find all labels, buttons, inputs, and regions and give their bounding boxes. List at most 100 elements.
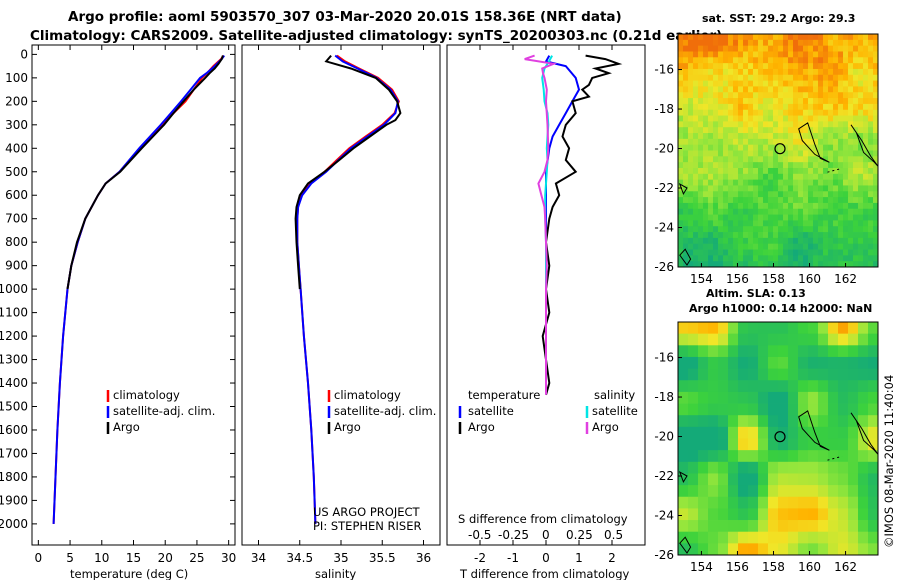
map-cell bbox=[783, 109, 789, 116]
map-cell bbox=[693, 103, 699, 111]
map-cell bbox=[818, 127, 824, 134]
map-cell bbox=[718, 508, 729, 521]
map-cell bbox=[773, 133, 779, 140]
map-cell bbox=[703, 63, 709, 70]
map-cell bbox=[828, 322, 839, 335]
map-cell bbox=[693, 173, 699, 181]
map-cell bbox=[858, 103, 864, 111]
map-cell bbox=[783, 220, 789, 227]
map-cell bbox=[828, 438, 839, 451]
map-cell bbox=[788, 133, 794, 140]
x-tick-label: 10 bbox=[94, 551, 109, 565]
map-cell bbox=[868, 496, 879, 509]
map-cell bbox=[813, 214, 819, 221]
map-cell bbox=[828, 86, 834, 93]
map-cell bbox=[868, 80, 874, 87]
map-cell bbox=[778, 261, 784, 268]
map-cell bbox=[708, 220, 714, 227]
map-cell bbox=[693, 237, 699, 245]
map-cell bbox=[853, 220, 859, 227]
map-cell bbox=[723, 45, 729, 52]
map-cell bbox=[768, 368, 779, 381]
map-cell bbox=[803, 98, 809, 105]
map-cell bbox=[713, 34, 719, 41]
map-cell bbox=[698, 86, 704, 93]
map-cell bbox=[863, 68, 869, 76]
map-cell bbox=[728, 520, 739, 533]
map-cell bbox=[708, 115, 714, 122]
map-cell bbox=[763, 255, 769, 262]
map-cell bbox=[688, 391, 699, 404]
map-cell bbox=[823, 133, 829, 140]
map-cell bbox=[733, 109, 739, 116]
map-cell bbox=[843, 68, 849, 76]
map-cell bbox=[698, 103, 704, 111]
map-cell bbox=[853, 86, 859, 93]
depth-tick-label: 1400 bbox=[0, 376, 28, 390]
map-cell bbox=[783, 45, 789, 52]
map-cell bbox=[698, 127, 704, 134]
map-cell bbox=[768, 68, 774, 76]
map-cell bbox=[828, 121, 834, 128]
map-cell bbox=[733, 45, 739, 52]
map-cell bbox=[713, 214, 719, 221]
map-cell bbox=[808, 45, 814, 52]
map-cell bbox=[868, 98, 874, 105]
map-cell bbox=[808, 237, 814, 245]
map-cell bbox=[833, 109, 839, 116]
map-cell bbox=[748, 208, 754, 215]
map-cell bbox=[768, 150, 774, 157]
map-cell bbox=[768, 63, 774, 70]
map-cell bbox=[778, 461, 789, 474]
map-cell bbox=[788, 92, 794, 99]
map-cell bbox=[708, 237, 714, 245]
map-cell bbox=[768, 380, 779, 393]
map-cell bbox=[773, 138, 779, 146]
map-cell bbox=[808, 39, 814, 47]
map-cell bbox=[853, 127, 859, 134]
map-cell bbox=[788, 438, 799, 451]
map-cell bbox=[678, 380, 689, 393]
map-cell bbox=[693, 185, 699, 192]
map-cell bbox=[688, 543, 699, 556]
map-cell bbox=[683, 249, 689, 256]
map-cell bbox=[743, 237, 749, 245]
map-cell bbox=[708, 68, 714, 76]
map-cell bbox=[798, 39, 804, 47]
map-cell bbox=[843, 202, 849, 210]
map-cell bbox=[738, 167, 744, 175]
map-cell bbox=[693, 249, 699, 256]
map-cell bbox=[808, 322, 819, 335]
map-cell bbox=[748, 380, 759, 393]
map-cell bbox=[873, 167, 879, 175]
map-cell bbox=[683, 86, 689, 93]
map-cell bbox=[783, 103, 789, 111]
map-cell bbox=[813, 156, 819, 163]
map-cell bbox=[678, 74, 684, 82]
map-cell bbox=[733, 115, 739, 122]
depth-tick-label: 600 bbox=[5, 188, 28, 202]
map-cell bbox=[848, 150, 854, 157]
map-cell bbox=[733, 121, 739, 128]
legend-label-satellite: satellite-adj. clim. bbox=[113, 404, 215, 418]
map-cell bbox=[748, 226, 754, 233]
map-cell bbox=[688, 127, 694, 134]
map-cell bbox=[748, 403, 759, 416]
map-cell bbox=[688, 167, 694, 175]
map-cell bbox=[723, 63, 729, 70]
map-cell bbox=[848, 80, 854, 87]
map-cell bbox=[823, 115, 829, 122]
map-cell bbox=[763, 34, 769, 41]
map-cell bbox=[683, 191, 689, 198]
map-cell bbox=[698, 531, 709, 544]
map-cell bbox=[718, 185, 724, 192]
map-cell bbox=[728, 202, 734, 210]
map-cell bbox=[758, 403, 769, 416]
map-cell bbox=[773, 34, 779, 41]
map-cell bbox=[693, 162, 699, 169]
map-cell bbox=[808, 255, 814, 262]
map-cell bbox=[818, 415, 829, 428]
map-cell bbox=[838, 261, 844, 268]
map-cell bbox=[718, 531, 729, 544]
map-cell bbox=[823, 179, 829, 186]
